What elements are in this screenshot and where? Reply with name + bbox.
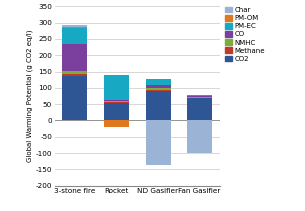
Bar <box>145 120 170 165</box>
Bar <box>104 100 129 101</box>
Bar <box>63 25 87 27</box>
Bar <box>63 76 87 120</box>
Bar <box>63 74 87 76</box>
Bar <box>63 70 87 74</box>
Bar <box>63 28 87 45</box>
Bar <box>63 27 87 28</box>
Legend: Char, PM-OM, PM-EC, CO, NMHC, Methane, CO2: Char, PM-OM, PM-EC, CO, NMHC, Methane, C… <box>225 6 266 62</box>
Bar <box>104 76 129 100</box>
Y-axis label: Global Warming Potential (g CO2 eq/l): Global Warming Potential (g CO2 eq/l) <box>26 30 33 162</box>
Bar <box>104 103 129 120</box>
Bar <box>187 120 212 153</box>
Bar <box>187 96 212 97</box>
Bar <box>187 95 212 96</box>
Bar <box>187 97 212 98</box>
Bar <box>104 101 129 103</box>
Bar <box>63 45 87 70</box>
Bar <box>187 98 212 120</box>
Bar <box>145 79 170 85</box>
Bar <box>145 85 170 88</box>
Bar <box>104 120 129 127</box>
Bar <box>145 88 170 91</box>
Bar <box>145 91 170 120</box>
